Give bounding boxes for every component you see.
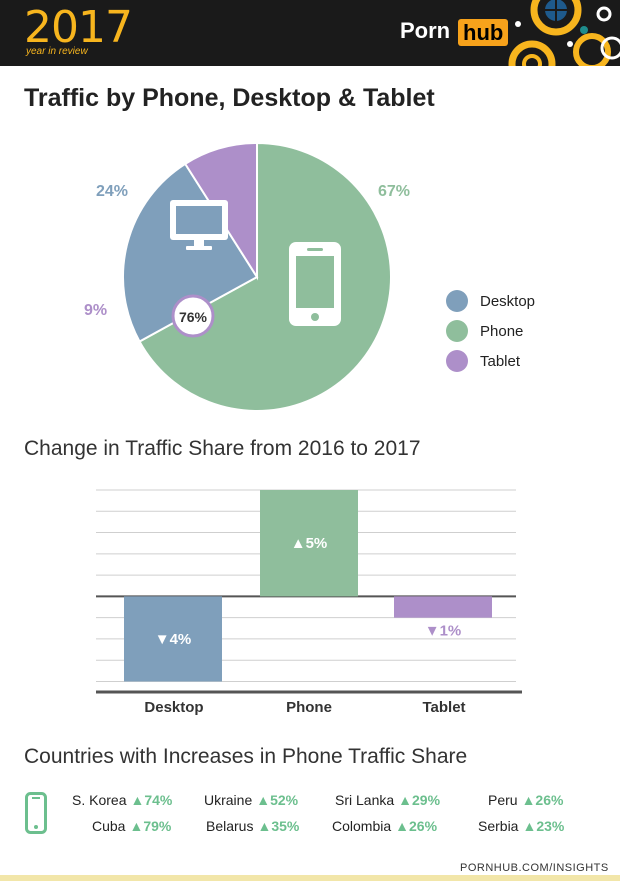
legend-item-phone: Phone <box>446 316 535 346</box>
year-subtitle: year in review <box>26 46 88 57</box>
logo-text-hub: hub <box>458 19 509 46</box>
legend-item-tablet: Tablet <box>446 346 535 376</box>
country-item: Belarus ▲35% <box>206 818 300 834</box>
pie-label-phone: 67% <box>378 183 411 200</box>
legend-swatch-tablet <box>446 350 468 372</box>
smartphone-icon <box>289 242 341 326</box>
pie-label-desktop: 24% <box>96 183 129 200</box>
bar-category-desktop: Desktop <box>144 699 204 716</box>
chart-legend: Desktop Phone Tablet <box>446 286 535 376</box>
country-item: Peru ▲26% <box>488 792 564 808</box>
smartphone-icon <box>25 792 47 834</box>
bar-category-tablet: Tablet <box>422 699 466 716</box>
country-item: Sri Lanka ▲29% <box>335 792 441 808</box>
legend-swatch-desktop <box>446 290 468 312</box>
legend-label-desktop: Desktop <box>480 292 536 310</box>
footer-link[interactable]: PORNHUB.COM/INSIGHTS <box>460 862 609 874</box>
country-item: Colombia ▲26% <box>332 818 438 834</box>
country-item: Ukraine ▲52% <box>204 792 299 808</box>
bar-tablet <box>394 596 492 618</box>
countries-title: Countries with Increases in Phone Traffi… <box>24 745 468 768</box>
legend-label-tablet: Tablet <box>480 352 521 370</box>
country-item: Serbia ▲23% <box>478 818 565 834</box>
country-item: Cuba ▲79% <box>92 818 172 834</box>
header-banner: 2017 year in review Porn hub <box>0 0 620 66</box>
page-title: Traffic by Phone, Desktop & Tablet <box>24 84 435 112</box>
pie-slice-desktop <box>121 162 259 343</box>
pie-chart: 76% <box>121 141 392 412</box>
year-number: 2017 <box>24 2 133 53</box>
pie-slice-phone <box>138 141 392 412</box>
pie-annotation-label: 76% <box>179 309 208 325</box>
bar-desktop <box>124 596 222 682</box>
decorative-circles-icon <box>508 0 620 66</box>
bar-phone <box>260 490 358 597</box>
pie-label-tablet: 9% <box>84 302 108 319</box>
country-item: S. Korea ▲74% <box>72 792 173 808</box>
bar-value-label-desktop: ▼4% <box>155 631 192 648</box>
legend-label-phone: Phone <box>480 322 524 340</box>
monitor-icon <box>170 200 228 250</box>
bar-chart: ▼4% ▲5% ▼1% <box>96 489 522 694</box>
bar-value-label-phone: ▲5% <box>291 535 328 552</box>
tablet-annotation: 76% <box>171 294 215 338</box>
legend-item-desktop: Desktop <box>446 286 535 316</box>
bottom-bar <box>0 875 620 881</box>
legend-swatch-phone <box>446 320 468 342</box>
bar-value-label-tablet: ▼1% <box>425 623 462 640</box>
bar-category-phone: Phone <box>286 699 332 716</box>
bar-chart-title: Change in Traffic Share from 2016 to 201… <box>24 437 421 460</box>
logo-text-porn: Porn <box>400 18 451 43</box>
